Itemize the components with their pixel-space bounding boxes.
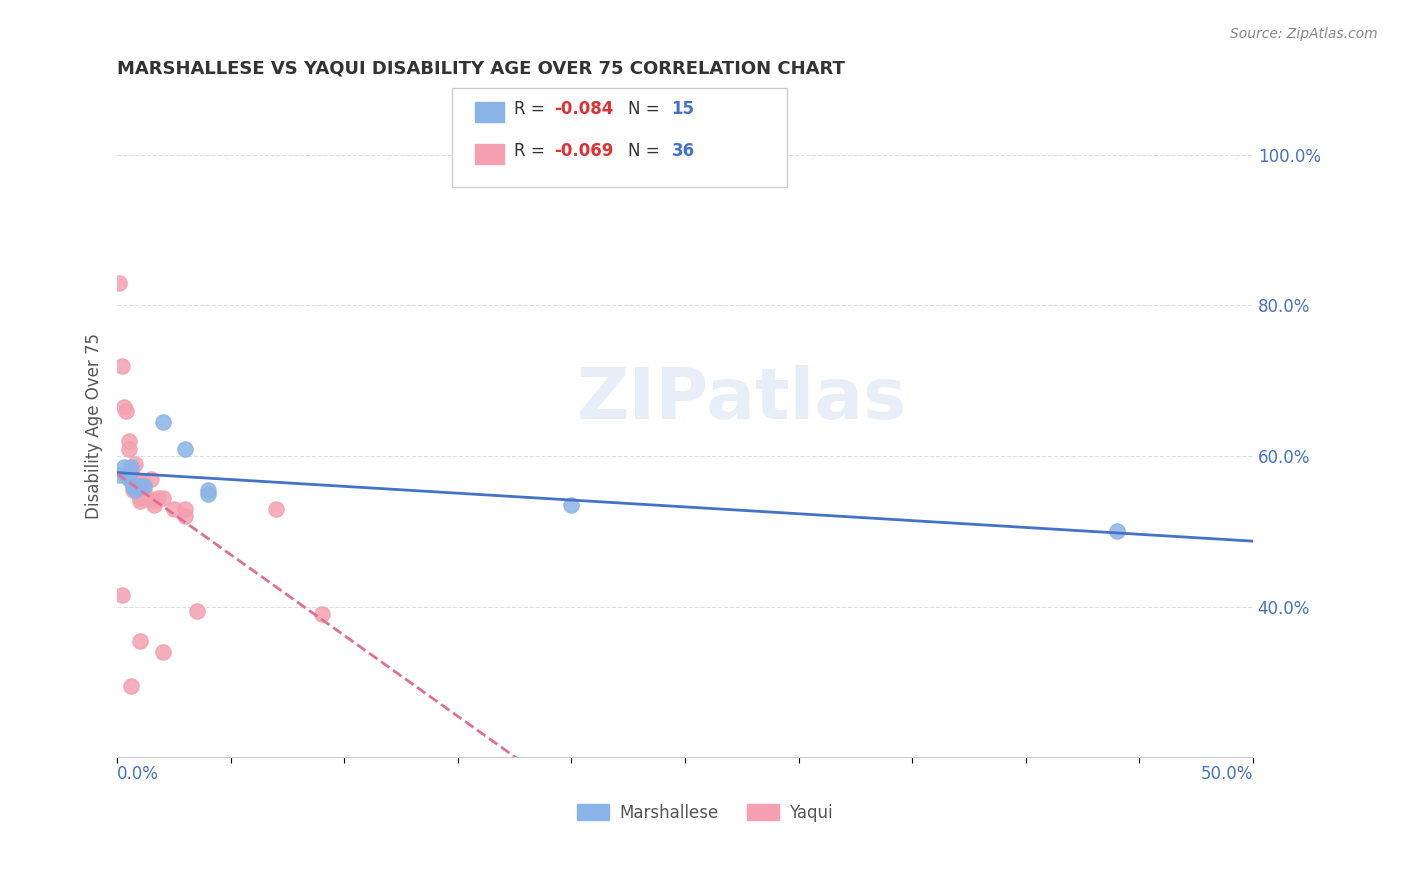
Point (120, 472, 142, 486)
Y-axis label: Disability Age Over 75: Disability Age Over 75 (86, 333, 103, 519)
Point (129, 491, 152, 505)
Point (174, 509, 197, 524)
Point (141, 472, 163, 486)
Point (152, 415, 174, 429)
Point (129, 494, 152, 508)
Point (111, 359, 134, 373)
Point (186, 603, 208, 617)
Point (120, 679, 142, 693)
Point (112, 400, 135, 414)
Point (117, 467, 139, 482)
FancyBboxPatch shape (475, 103, 505, 122)
Point (124, 479, 146, 493)
Point (142, 498, 165, 512)
Text: N =: N = (628, 142, 665, 160)
Point (129, 483, 152, 497)
Point (115, 467, 138, 482)
Point (124, 457, 146, 471)
Point (174, 501, 197, 516)
Point (122, 479, 145, 493)
Point (117, 472, 139, 486)
Point (142, 494, 165, 508)
Point (197, 483, 219, 497)
Point (120, 460, 142, 475)
Text: 0.0%: 0.0% (117, 765, 159, 783)
Text: 15: 15 (672, 100, 695, 118)
Point (115, 404, 138, 418)
Point (108, 467, 131, 482)
Text: -0.084: -0.084 (554, 100, 614, 118)
Text: MARSHALLESE VS YAQUI DISABILITY AGE OVER 75 CORRELATION CHART: MARSHALLESE VS YAQUI DISABILITY AGE OVER… (117, 60, 845, 78)
Point (134, 479, 156, 493)
Point (197, 487, 219, 501)
Point (134, 475, 156, 490)
Text: ZIPatlas: ZIPatlas (576, 365, 907, 434)
Point (122, 475, 145, 490)
Text: R =: R = (513, 142, 550, 160)
Point (108, 276, 131, 290)
Point (122, 479, 145, 493)
FancyBboxPatch shape (576, 804, 609, 821)
Text: N =: N = (628, 100, 665, 118)
FancyBboxPatch shape (748, 804, 779, 821)
Point (134, 483, 156, 497)
Point (124, 483, 146, 497)
Point (129, 479, 152, 493)
Point (135, 491, 157, 505)
Text: Marshallese: Marshallese (619, 804, 718, 822)
Point (129, 633, 152, 648)
Point (122, 483, 145, 497)
Point (120, 464, 142, 478)
Text: Yaqui: Yaqui (790, 804, 834, 822)
Point (117, 442, 139, 456)
Text: 50.0%: 50.0% (1201, 765, 1253, 783)
Point (560, 498, 582, 512)
Point (174, 442, 197, 456)
FancyBboxPatch shape (475, 145, 505, 164)
Point (311, 607, 333, 622)
Point (152, 491, 174, 505)
Text: 36: 36 (672, 142, 695, 160)
Point (112, 460, 135, 475)
Text: Source: ZipAtlas.com: Source: ZipAtlas.com (1230, 27, 1378, 41)
Point (152, 645, 174, 659)
Point (146, 491, 169, 505)
Point (163, 501, 186, 516)
Point (127, 475, 149, 490)
Point (117, 434, 139, 448)
FancyBboxPatch shape (453, 87, 787, 187)
Text: R =: R = (513, 100, 550, 118)
Point (264, 501, 287, 516)
Point (111, 589, 134, 603)
Text: -0.069: -0.069 (554, 142, 614, 160)
Point (1105, 524, 1128, 539)
